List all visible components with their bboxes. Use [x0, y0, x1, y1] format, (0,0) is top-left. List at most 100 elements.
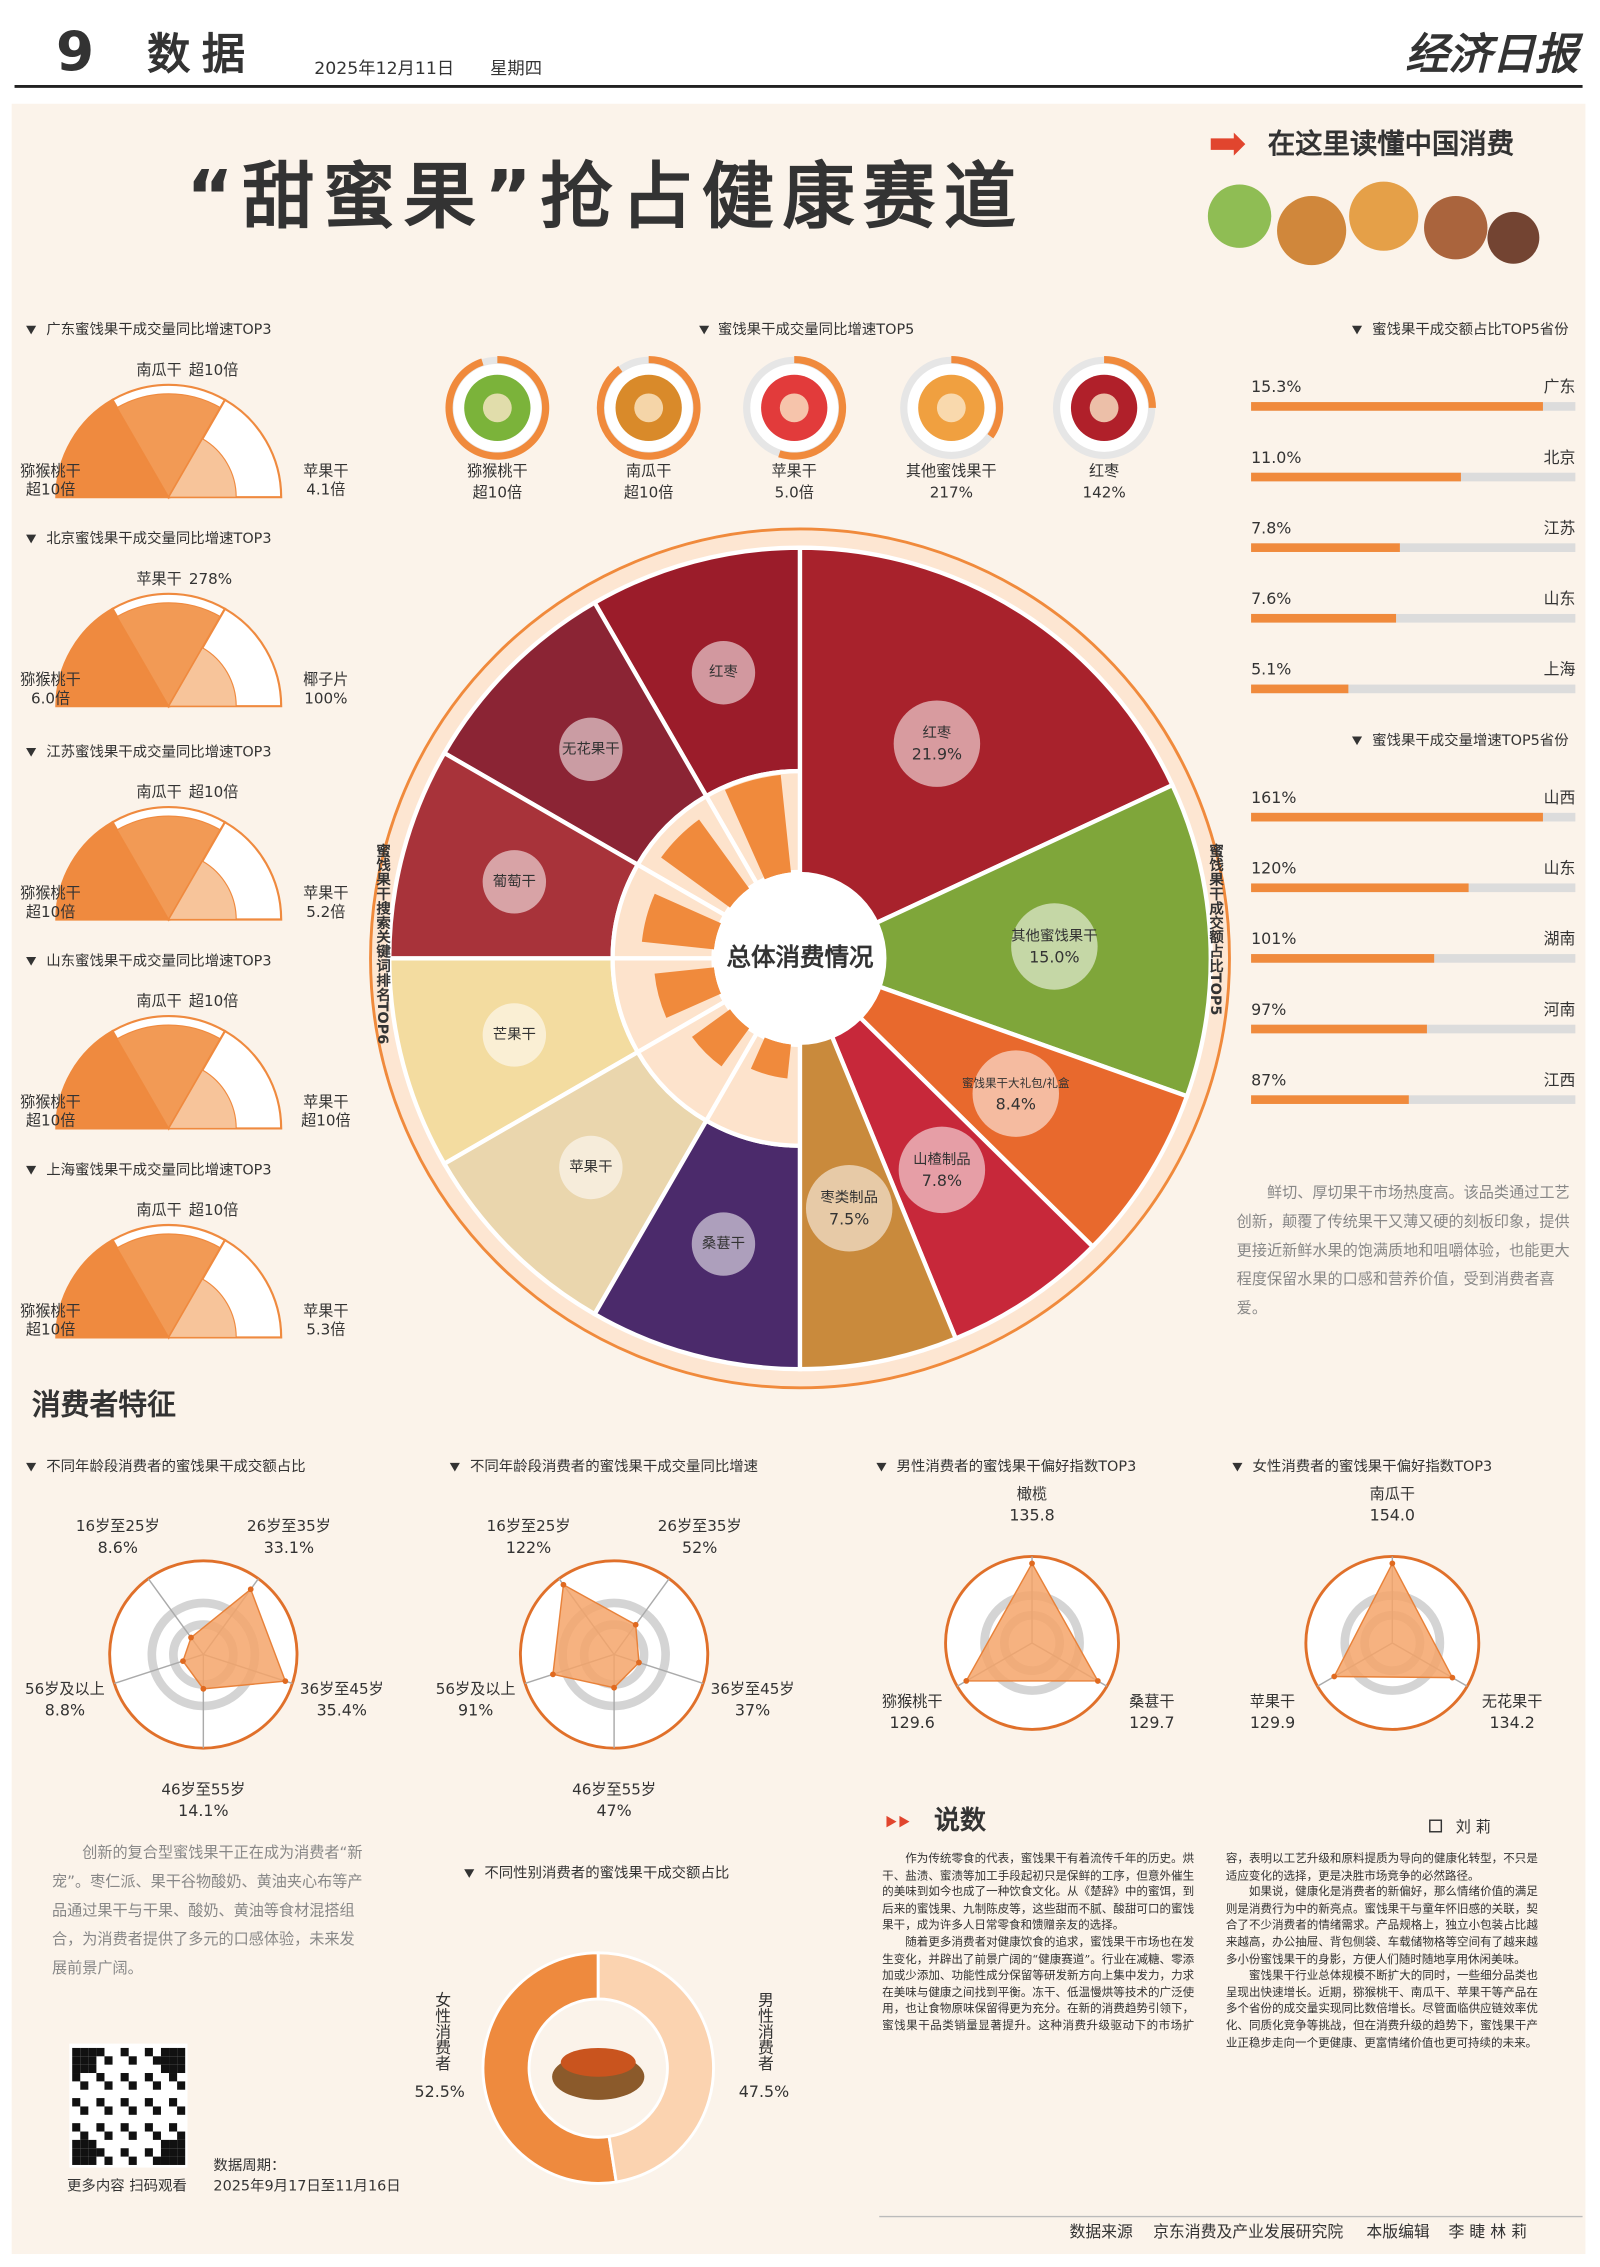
- radar-label: 桑葚干: [1129, 1693, 1174, 1711]
- article-heading: 说数: [934, 1806, 986, 1836]
- qr-module: [177, 2047, 186, 2057]
- slice-label: 其他蜜饯果干: [1011, 927, 1097, 944]
- search-rank-bar: [750, 1037, 791, 1079]
- item-value: 217%: [930, 483, 973, 501]
- qr-module: [128, 2156, 137, 2165]
- item-value: 超10倍: [189, 992, 239, 1010]
- qr-module: [177, 2064, 186, 2074]
- qr-module: [88, 2064, 97, 2074]
- fruit-illustration: [1207, 184, 1272, 248]
- item-name: 苹果干: [303, 1093, 348, 1111]
- item-name: 猕猴桃干: [20, 884, 81, 902]
- qr-module: [177, 2156, 186, 2165]
- radar-label: 36岁至45岁: [711, 1680, 795, 1698]
- item-value: 142%: [1082, 483, 1125, 501]
- bar-track: [1251, 613, 1576, 623]
- value-label: 7.6%: [1251, 589, 1291, 608]
- title-marker: [26, 325, 37, 335]
- value-label: 120%: [1251, 859, 1296, 878]
- radar-value: 33.1%: [264, 1538, 314, 1557]
- radar-value: 134.2: [1489, 1713, 1534, 1732]
- radar-area: [552, 1583, 640, 1689]
- value-label: 97%: [1251, 1000, 1286, 1019]
- pie-center-title: 总体消费情况: [727, 942, 874, 971]
- slice-value: 8.4%: [996, 1095, 1036, 1114]
- wedge: [167, 1278, 237, 1339]
- slice-value: 15.0%: [1029, 948, 1079, 967]
- chart-title: 北京蜜饯果干成交量同比增速TOP3: [46, 529, 271, 547]
- qr-module: [88, 2156, 97, 2165]
- qr-module: [169, 2139, 178, 2149]
- side-label: 蜜饯果干搜索关键词排名TOP6: [374, 842, 391, 1044]
- pie-slice: [797, 545, 1176, 962]
- radar-label: 猕猴桃干: [882, 1693, 943, 1711]
- item-name: 猕猴桃干: [20, 671, 81, 689]
- radar-value: 52%: [682, 1538, 717, 1557]
- fruit-icon-core: [936, 393, 966, 423]
- radar-label: 26岁至35岁: [658, 1517, 742, 1535]
- radar-point: [200, 1685, 207, 1692]
- title-marker: [26, 1462, 37, 1472]
- item-name: 猕猴桃干: [20, 462, 81, 480]
- radar-point: [1389, 1560, 1396, 1567]
- qr-module: [177, 2081, 186, 2090]
- radar-value: 14.1%: [178, 1801, 228, 1820]
- slice-label: 枣类制品: [820, 1189, 878, 1206]
- note: 鲜切、厚切果干市场热度高。该品类通过工艺创新，颠覆了传统果干又薄又硬的刻板印象，…: [1237, 1185, 1570, 1318]
- slice-label: 苹果干: [569, 1159, 612, 1176]
- bar-track: [1251, 1095, 1576, 1104]
- category-label: 江苏: [1544, 518, 1576, 537]
- qr-module: [80, 2139, 89, 2149]
- qr-module: [120, 2148, 129, 2157]
- value-label: 11.0%: [1251, 448, 1301, 467]
- data-period-label: 数据周期：: [213, 2157, 285, 2174]
- wedge: [167, 646, 237, 707]
- radar-value: 129.9: [1250, 1713, 1295, 1732]
- qr-module: [128, 2131, 137, 2140]
- qr-module: [152, 2056, 161, 2065]
- qr-module: [169, 2056, 178, 2065]
- qr-module: [96, 2148, 105, 2157]
- qr-module: [80, 2064, 89, 2074]
- qr-module: [177, 2056, 186, 2065]
- item-name: 其他蜜饯果干: [906, 462, 997, 480]
- value-label: 101%: [1251, 929, 1296, 948]
- slice-label: 无花果干: [562, 740, 620, 757]
- radar-value: 129.6: [890, 1713, 935, 1732]
- qr-module: [72, 2148, 81, 2157]
- radar-area: [1333, 1561, 1454, 1679]
- value-label: 5.1%: [1251, 660, 1291, 679]
- search-rank-bar: [724, 774, 791, 880]
- category-label: 山西: [1544, 788, 1576, 807]
- radar-point: [632, 1621, 639, 1628]
- radar-label: 橄榄: [1017, 1485, 1047, 1503]
- qr-module: [88, 2047, 97, 2057]
- donut-value: 47.5%: [739, 2082, 789, 2101]
- qr-module: [128, 2056, 137, 2065]
- qr-module: [152, 2081, 161, 2090]
- slice-value: 7.5%: [829, 1209, 869, 1228]
- value-label: 87%: [1251, 1070, 1286, 1089]
- bar-track: [1251, 684, 1576, 694]
- item-value: 超10倍: [189, 361, 239, 379]
- qr-module: [80, 2131, 89, 2140]
- title-marker: [699, 325, 710, 335]
- item-value: 超10倍: [26, 481, 76, 499]
- fruit-icon-core: [779, 393, 809, 423]
- item-name: 苹果干: [772, 462, 817, 480]
- item-value: 6.0倍: [31, 689, 70, 707]
- qr-module: [177, 2106, 186, 2115]
- title-marker: [1351, 325, 1363, 335]
- side-label: 蜜饯果干成交额占比TOP5: [1207, 842, 1223, 1016]
- qr-module: [104, 2106, 113, 2115]
- fruit-illustration: [1487, 211, 1540, 264]
- qr-module: [72, 2139, 81, 2149]
- title-marker: [26, 1165, 37, 1175]
- category-label: 山东: [1544, 859, 1576, 878]
- category-label: 湖南: [1544, 929, 1576, 948]
- bar: [1251, 883, 1469, 893]
- main-title: “甜蜜果”抢占健康赛道: [186, 154, 1024, 238]
- radar-label: 46岁至55岁: [161, 1780, 245, 1798]
- fruit-icon-core: [482, 393, 512, 423]
- chart-title: 女性消费者的蜜饯果干偏好指数TOP3: [1253, 1457, 1493, 1475]
